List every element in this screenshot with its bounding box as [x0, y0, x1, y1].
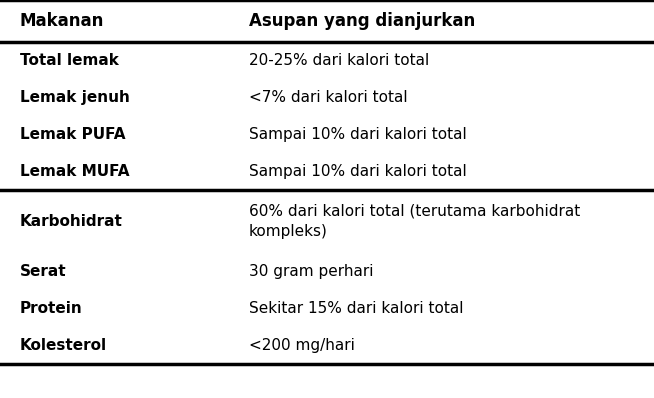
Text: <7% dari kalori total: <7% dari kalori total [249, 90, 407, 105]
Text: Protein: Protein [20, 301, 82, 316]
Text: Kolesterol: Kolesterol [20, 338, 107, 353]
Text: Makanan: Makanan [20, 12, 104, 30]
Text: 20-25% dari kalori total: 20-25% dari kalori total [249, 53, 429, 68]
Text: Asupan yang dianjurkan: Asupan yang dianjurkan [249, 12, 475, 30]
Text: Karbohidrat: Karbohidrat [20, 214, 122, 229]
Text: Lemak MUFA: Lemak MUFA [20, 164, 129, 179]
Text: Sekitar 15% dari kalori total: Sekitar 15% dari kalori total [249, 301, 463, 316]
Text: 30 gram perhari: 30 gram perhari [249, 264, 373, 279]
Text: 60% dari kalori total (terutama karbohidrat
kompleks): 60% dari kalori total (terutama karbohid… [249, 203, 579, 239]
Text: Total lemak: Total lemak [20, 53, 118, 68]
Text: Serat: Serat [20, 264, 66, 279]
Text: Lemak jenuh: Lemak jenuh [20, 90, 129, 105]
Text: Lemak PUFA: Lemak PUFA [20, 127, 125, 142]
Text: Sampai 10% dari kalori total: Sampai 10% dari kalori total [249, 127, 466, 142]
Text: <200 mg/hari: <200 mg/hari [249, 338, 354, 353]
Text: Sampai 10% dari kalori total: Sampai 10% dari kalori total [249, 164, 466, 179]
